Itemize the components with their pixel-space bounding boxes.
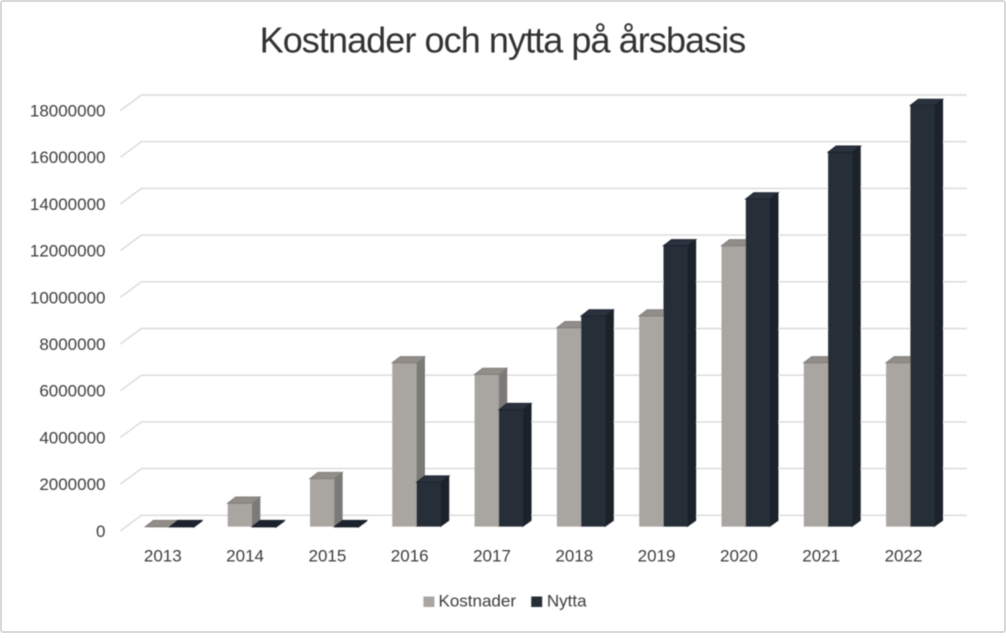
svg-text:2014: 2014 [226, 547, 264, 566]
svg-text:2021: 2021 [802, 547, 840, 566]
svg-text:12000000: 12000000 [30, 242, 106, 261]
svg-text:2016: 2016 [391, 547, 429, 566]
svg-text:8000000: 8000000 [39, 335, 105, 354]
svg-text:2017: 2017 [473, 547, 511, 566]
svg-text:2018: 2018 [555, 547, 593, 566]
svg-text:14000000: 14000000 [30, 195, 106, 214]
svg-text:16000000: 16000000 [30, 148, 106, 167]
svg-text:2015: 2015 [308, 547, 346, 566]
svg-text:Kostnader: Kostnader [439, 592, 517, 611]
svg-text:6000000: 6000000 [39, 382, 105, 401]
svg-text:10000000: 10000000 [30, 288, 106, 307]
svg-text:2019: 2019 [638, 547, 676, 566]
svg-text:2013: 2013 [144, 547, 182, 566]
svg-text:Nytta: Nytta [547, 592, 587, 611]
svg-text:0: 0 [96, 522, 105, 541]
svg-text:18000000: 18000000 [30, 102, 106, 121]
svg-text:2000000: 2000000 [39, 475, 105, 494]
svg-text:4000000: 4000000 [39, 428, 105, 447]
svg-text:2020: 2020 [720, 547, 758, 566]
svg-text:2022: 2022 [885, 547, 923, 566]
svg-text:Kostnader och nytta på årsbasi: Kostnader och nytta på årsbasis [260, 20, 746, 61]
